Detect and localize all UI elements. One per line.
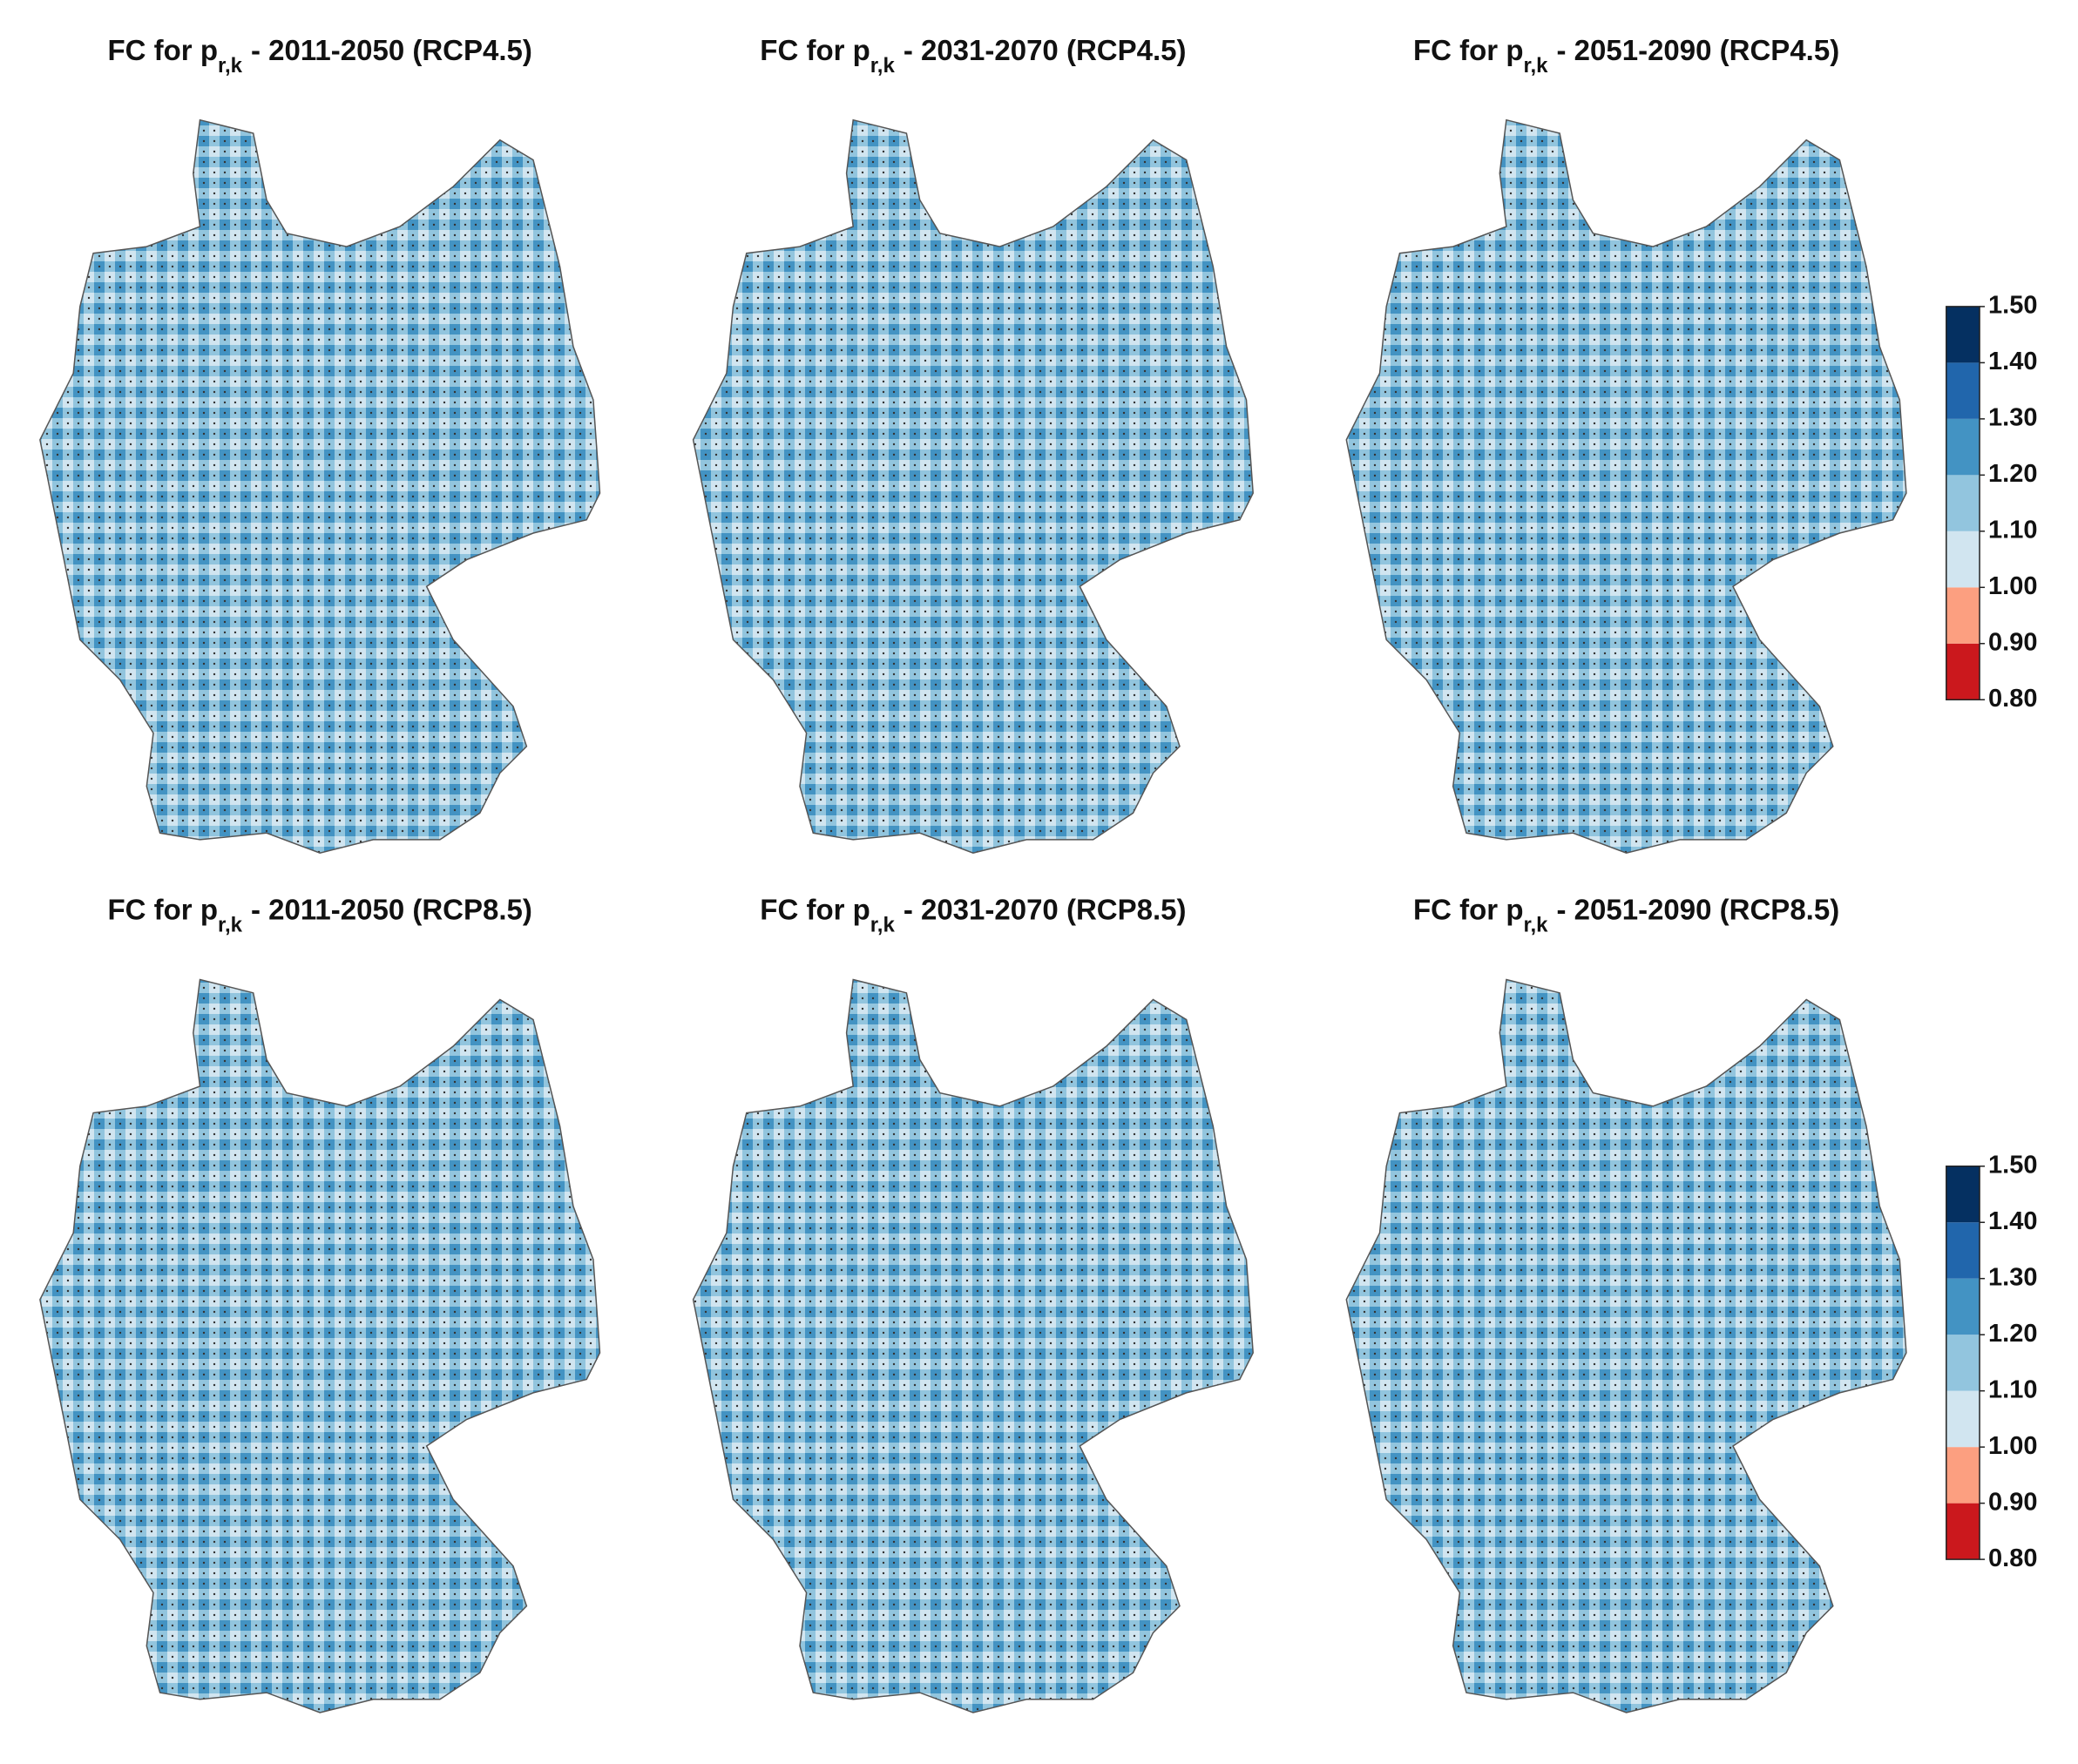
germany-map	[1345, 978, 1907, 1713]
colorbar: 0.80 0.90 1.00 1.10 1.20 1.30 1.40 1.50	[1946, 1151, 2038, 1572]
title-subscript: r,k	[870, 913, 896, 936]
colorbar-segment	[1946, 475, 1980, 531]
title-rest: - 2011-2050 (RCP4.5)	[251, 34, 532, 66]
title-text: FC for p	[1413, 34, 1523, 66]
title-rest: - 2051-2090 (RCP4.5)	[1557, 34, 1840, 66]
map-panel: FC for pr,k - 2031-2070 (RCP8.5)	[692, 894, 1254, 1713]
colorbar-tick-label: 0.80	[1988, 1544, 2037, 1572]
colorbar-tick-label: 1.10	[1988, 516, 2037, 544]
colorbar-tick-label: 1.00	[1988, 572, 2037, 600]
colorbar-tick-label: 1.50	[1988, 292, 2037, 320]
colorbar-tick-label: 1.30	[1988, 1263, 2037, 1291]
map-panel: FC for pr,k - 2031-2070 (RCP4.5)	[692, 34, 1254, 854]
colorbar-tick-label: 1.00	[1988, 1432, 2037, 1460]
panel-title: FC for pr,k - 2051-2090 (RCP4.5)	[1413, 34, 1839, 78]
germany-map	[692, 118, 1254, 854]
panel-title: FC for pr,k - 2031-2070 (RCP8.5)	[760, 894, 1186, 937]
colorbar-tick-label: 1.20	[1988, 460, 2037, 488]
title-text: FC for p	[760, 894, 870, 926]
colorbar: 0.80 0.90 1.00 1.10 1.20 1.30 1.40 1.50	[1946, 292, 2038, 713]
colorbar-segment	[1946, 1390, 1980, 1448]
title-rest: - 2031-2070 (RCP4.5)	[904, 34, 1187, 66]
title-text: FC for p	[108, 34, 218, 66]
colorbar-segment	[1946, 587, 1980, 644]
colorbar-segment	[1946, 1166, 1980, 1223]
title-subscript: r,k	[218, 913, 243, 936]
panel-title: FC for pr,k - 2031-2070 (RCP4.5)	[760, 34, 1186, 78]
colorbar-tick-label: 1.40	[1988, 1207, 2037, 1235]
title-rest: - 2011-2050 (RCP8.5)	[251, 894, 532, 926]
title-subscript: r,k	[1523, 53, 1548, 77]
colorbar-segment	[1946, 1278, 1980, 1335]
panel-title: FC for pr,k - 2011-2050 (RCP4.5)	[108, 34, 532, 78]
colorbar-segment	[1946, 1503, 1980, 1560]
colorbar-segment	[1946, 362, 1980, 419]
colorbar-tick-label: 1.10	[1988, 1375, 2037, 1403]
map-panel: FC for pr,k - 2051-2090 (RCP4.5)	[1345, 34, 1907, 854]
colorbar-segment	[1946, 1222, 1980, 1279]
colorbar-tick-label: 0.90	[1988, 628, 2037, 656]
colorbar-segment	[1946, 418, 1980, 476]
map-panel: FC for pr,k - 2011-2050 (RCP8.5)	[39, 894, 601, 1713]
colorbar-segment	[1946, 306, 1980, 363]
germany-map	[39, 978, 601, 1713]
map-panel: FC for pr,k - 2011-2050 (RCP4.5)	[39, 34, 601, 854]
colorbar-tick-label: 1.30	[1988, 404, 2037, 432]
germany-map	[1345, 118, 1907, 854]
colorbar-tick-label: 0.90	[1988, 1488, 2037, 1516]
title-text: FC for p	[760, 34, 870, 66]
colorbar-tick-label: 1.20	[1988, 1320, 2037, 1348]
colorbar-segment	[1946, 531, 1980, 588]
colorbar-tick-label: 1.40	[1988, 348, 2037, 375]
title-rest: - 2051-2090 (RCP8.5)	[1557, 894, 1840, 926]
title-subscript: r,k	[218, 53, 243, 77]
title-subscript: r,k	[870, 53, 896, 77]
germany-map	[692, 978, 1254, 1713]
colorbar-segment	[1946, 1447, 1980, 1504]
title-rest: - 2031-2070 (RCP8.5)	[904, 894, 1187, 926]
title-text: FC for p	[108, 894, 218, 926]
colorbar-segment	[1946, 643, 1980, 700]
colorbar-tick-label: 1.50	[1988, 1151, 2037, 1179]
colorbar-segment	[1946, 1335, 1980, 1391]
colorbar-frame	[1946, 306, 1980, 700]
germany-map	[39, 118, 601, 854]
panel-title: FC for pr,k - 2011-2050 (RCP8.5)	[108, 894, 532, 937]
map-panel: FC for pr,k - 2051-2090 (RCP8.5)	[1345, 894, 1907, 1713]
panel-title: FC for pr,k - 2051-2090 (RCP8.5)	[1413, 894, 1839, 937]
colorbar-frame	[1946, 1166, 1980, 1560]
title-text: FC for p	[1413, 894, 1523, 926]
title-subscript: r,k	[1523, 913, 1548, 936]
colorbar-tick-label: 0.80	[1988, 685, 2037, 713]
